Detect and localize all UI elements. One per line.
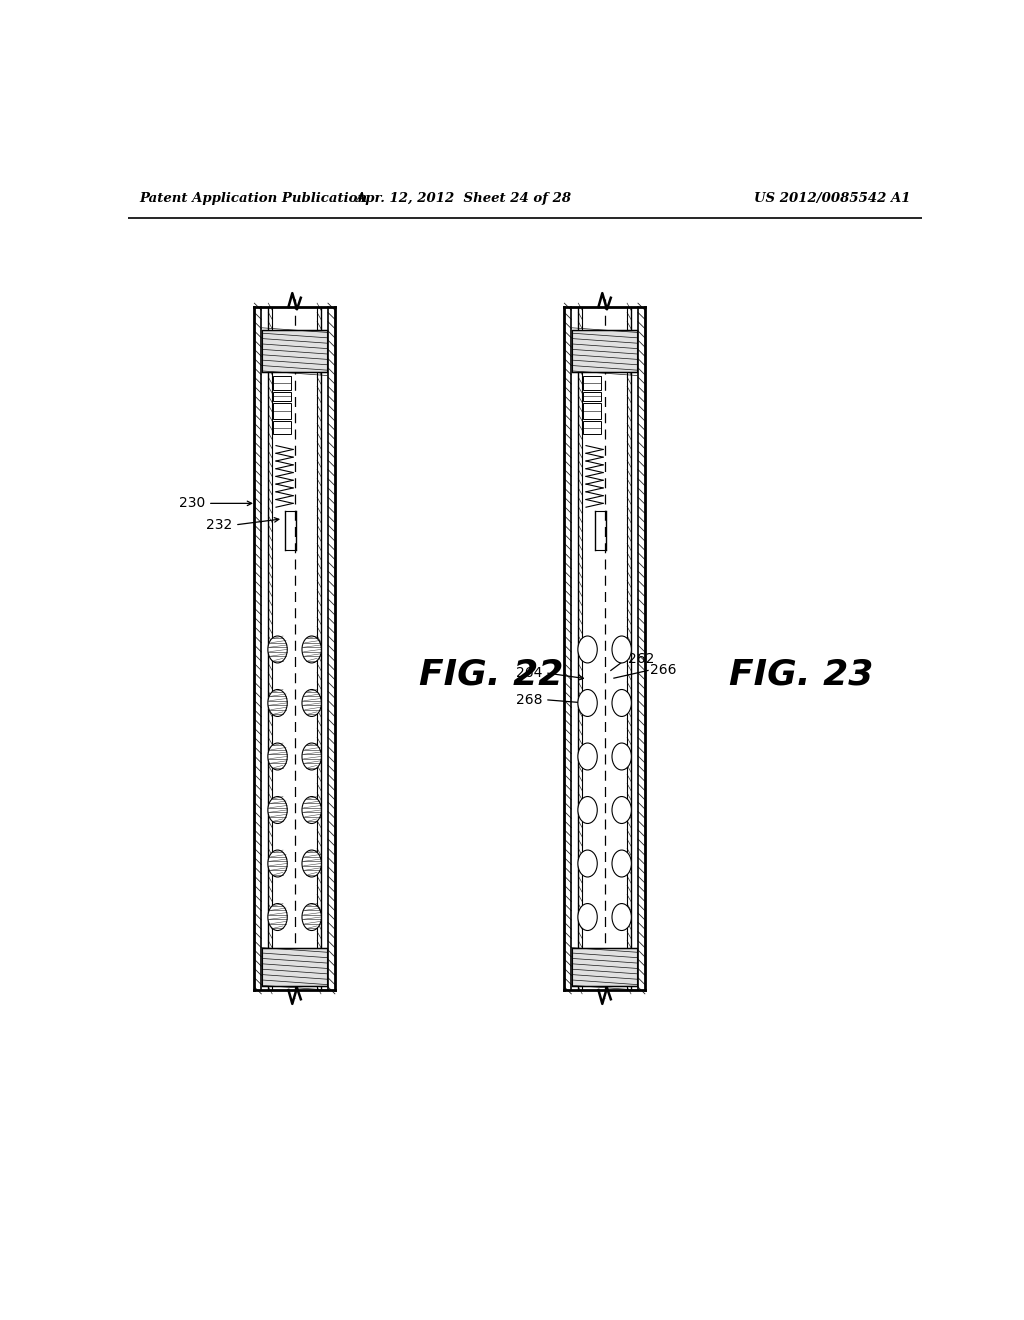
- Ellipse shape: [578, 796, 597, 824]
- Ellipse shape: [302, 743, 322, 770]
- Bar: [273, 376, 291, 391]
- Text: 266: 266: [649, 664, 676, 677]
- Text: 230: 230: [179, 496, 206, 511]
- Ellipse shape: [268, 743, 288, 770]
- Ellipse shape: [612, 796, 632, 824]
- Bar: [273, 421, 291, 434]
- Ellipse shape: [302, 796, 322, 824]
- Ellipse shape: [578, 689, 597, 717]
- Bar: [572, 330, 637, 372]
- Text: FIG. 22: FIG. 22: [419, 657, 563, 692]
- Bar: [262, 330, 328, 372]
- Text: Patent Application Publication: Patent Application Publication: [139, 191, 368, 205]
- Text: 262: 262: [628, 652, 654, 665]
- Bar: [583, 404, 601, 418]
- Bar: [262, 948, 328, 986]
- Bar: [572, 948, 637, 986]
- Ellipse shape: [268, 796, 288, 824]
- Ellipse shape: [268, 904, 288, 931]
- Ellipse shape: [268, 689, 288, 717]
- Ellipse shape: [612, 689, 632, 717]
- Ellipse shape: [612, 904, 632, 931]
- Bar: [583, 421, 601, 434]
- Text: 268: 268: [516, 693, 543, 706]
- Ellipse shape: [578, 904, 597, 931]
- Ellipse shape: [612, 850, 632, 876]
- Ellipse shape: [578, 636, 597, 663]
- Ellipse shape: [302, 636, 322, 663]
- Ellipse shape: [612, 743, 632, 770]
- Text: US 2012/0085542 A1: US 2012/0085542 A1: [755, 191, 910, 205]
- Text: FIG. 23: FIG. 23: [729, 657, 873, 692]
- Ellipse shape: [612, 636, 632, 663]
- Text: 232: 232: [207, 517, 232, 532]
- Text: 264: 264: [516, 665, 543, 680]
- Text: Apr. 12, 2012  Sheet 24 of 28: Apr. 12, 2012 Sheet 24 of 28: [354, 191, 570, 205]
- Ellipse shape: [578, 743, 597, 770]
- Ellipse shape: [302, 689, 322, 717]
- Bar: [273, 404, 291, 418]
- Ellipse shape: [302, 850, 322, 876]
- Ellipse shape: [268, 850, 288, 876]
- Bar: [583, 392, 601, 401]
- Bar: [273, 392, 291, 401]
- Bar: [583, 376, 601, 391]
- Ellipse shape: [578, 850, 597, 876]
- Ellipse shape: [268, 636, 288, 663]
- Ellipse shape: [302, 904, 322, 931]
